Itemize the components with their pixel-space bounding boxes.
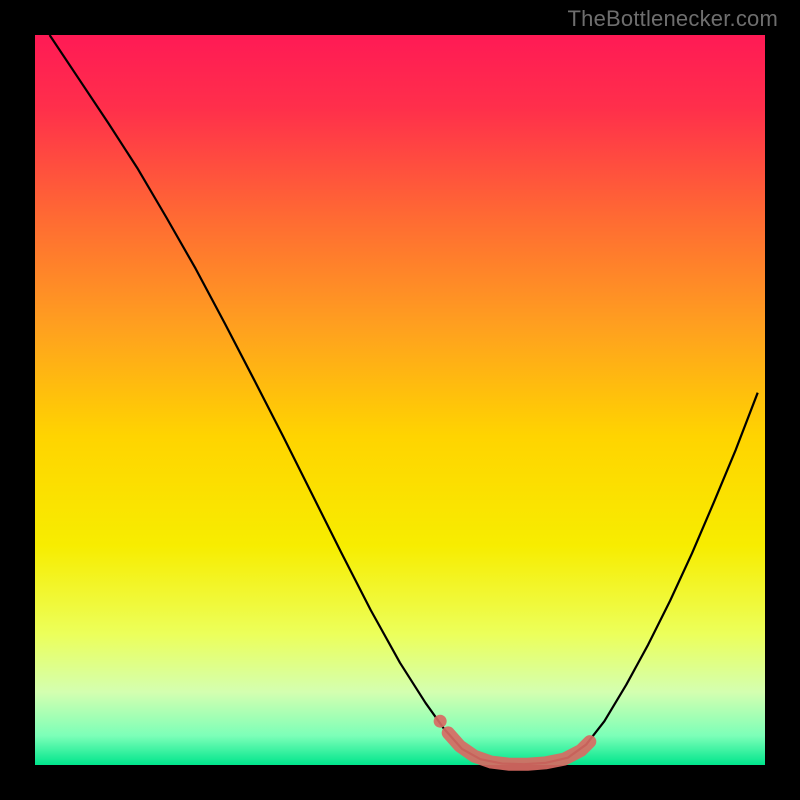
marker-dot bbox=[434, 715, 447, 728]
chart-svg bbox=[0, 0, 800, 800]
bottleneck-curve bbox=[50, 35, 758, 764]
optimal-range-marker bbox=[448, 733, 590, 764]
